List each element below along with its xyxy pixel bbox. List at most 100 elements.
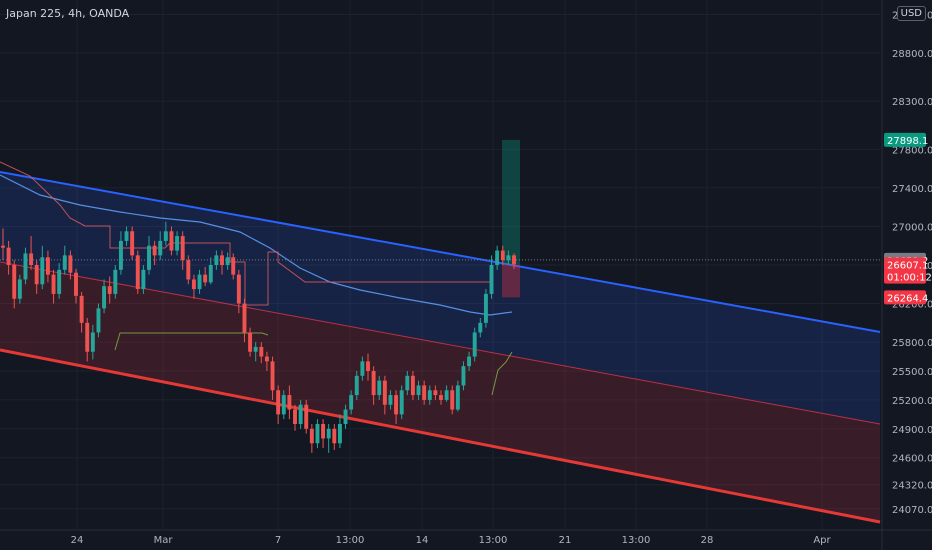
candle-body	[343, 409, 348, 424]
time-tick-label: 13:00	[479, 535, 508, 546]
candle-body	[220, 255, 224, 265]
candle-body	[152, 245, 157, 256]
price-tick-label: 24900.0	[892, 425, 932, 436]
candle-body	[382, 380, 387, 405]
candle-body	[62, 255, 67, 270]
time-axis[interactable]: 24 Mar 7 13:00 14 13:00 21 13:00 28 Apr	[0, 529, 932, 546]
candle-body	[489, 265, 494, 294]
candle-body	[23, 253, 28, 280]
candle-body	[29, 253, 34, 265]
candle-body	[495, 250, 500, 265]
price-tick-label: 25200.0	[892, 396, 932, 407]
candle-body	[416, 385, 421, 396]
candle-body	[169, 231, 174, 251]
candle-body	[180, 236, 185, 261]
candle-body	[90, 332, 95, 352]
candle-body	[422, 385, 427, 400]
price-tick-label: 24070.0	[892, 505, 932, 516]
price-label-box	[884, 269, 926, 284]
time-tick-label: 21	[559, 535, 572, 546]
indicator-lines	[0, 161, 513, 396]
target-zone	[502, 139, 520, 265]
candle-body	[298, 404, 303, 424]
candle-body	[315, 424, 320, 444]
candle-body	[388, 395, 393, 405]
candle-body	[203, 274, 208, 283]
candle-body	[433, 390, 438, 396]
candle-body	[107, 286, 112, 294]
time-tick-label: 28	[701, 535, 714, 546]
price-tick-label: 28800.0	[892, 49, 932, 60]
candle-body	[130, 231, 135, 256]
candle-body	[12, 265, 17, 299]
candle-body	[461, 366, 466, 386]
candle-body	[6, 247, 11, 265]
candle-body	[287, 395, 292, 410]
price-label: 26607.1	[887, 260, 928, 271]
candle-body	[472, 332, 477, 357]
candle-body	[427, 390, 432, 400]
time-tick-label: Mar	[154, 535, 174, 546]
candle-body	[96, 308, 101, 333]
candle-body	[45, 257, 50, 275]
candle-body	[118, 240, 123, 270]
middle-channel-line	[0, 261, 881, 425]
price-tick-label: 28300.0	[892, 97, 932, 108]
candle-body	[377, 380, 382, 396]
upper-channel-line	[0, 171, 881, 333]
time-tick-label: 7	[275, 535, 281, 546]
price-tick-label: 25500.0	[892, 367, 932, 378]
candle-body	[158, 240, 163, 256]
moving-average-line	[0, 174, 513, 316]
candle-body	[394, 395, 399, 415]
price-tick-label: 25800.0	[892, 338, 932, 349]
candle-body	[74, 272, 78, 296]
candle-body	[270, 361, 275, 391]
price-tick-label: 24600.0	[892, 454, 932, 465]
candle-body	[483, 293, 488, 323]
candle-body	[439, 395, 443, 400]
candle-body	[349, 395, 354, 410]
position-tool[interactable]	[0, 139, 880, 298]
candle-body	[450, 390, 455, 410]
candle-body	[163, 231, 168, 241]
candle-body	[326, 428, 331, 439]
candle-body	[57, 269, 62, 294]
candle-body	[208, 265, 213, 283]
price-label-box	[884, 290, 926, 305]
candle-body	[17, 279, 22, 299]
lower-channel-line	[0, 348, 881, 524]
candle-body	[506, 255, 511, 261]
time-tick-label: 14	[416, 535, 429, 546]
candle-body	[455, 385, 460, 410]
candle-body	[147, 245, 151, 270]
candle-body	[248, 332, 253, 352]
candle-body	[135, 255, 140, 290]
candle-body	[236, 274, 241, 304]
candle-body	[309, 428, 314, 444]
candle-body	[371, 371, 376, 396]
candle-body	[242, 303, 247, 333]
candle-body	[79, 295, 84, 323]
time-tick-label: 13:00	[336, 535, 365, 546]
candle-body	[337, 424, 342, 444]
price-tick-label: 27000.0	[892, 222, 932, 233]
candle-body	[276, 390, 281, 415]
candle-body	[500, 250, 505, 261]
candle-body	[51, 274, 56, 294]
candle-body	[399, 390, 404, 415]
symbol-title: Japan 225, 4h, OANDA	[6, 7, 130, 20]
candle-body	[410, 375, 415, 396]
price-label: 26264.4	[887, 293, 928, 304]
signal-line-b	[491, 351, 513, 396]
candle-body	[40, 257, 45, 285]
candle-body	[332, 428, 337, 444]
candle-body	[304, 404, 309, 429]
time-tick-label: Apr	[813, 535, 831, 546]
currency-button[interactable]: USD	[896, 6, 926, 21]
candle-body	[186, 260, 191, 280]
